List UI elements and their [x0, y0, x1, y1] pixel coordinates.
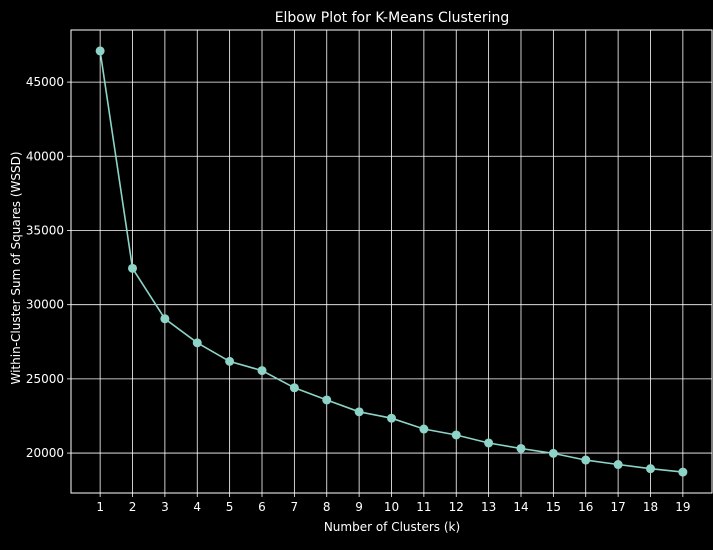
data-point: [645, 464, 655, 474]
data-point: [289, 383, 299, 393]
data-point: [387, 413, 396, 423]
data-point: [581, 455, 591, 465]
x-tick-label: 5: [226, 500, 234, 514]
x-tick-label: 8: [323, 500, 331, 514]
data-point: [257, 366, 267, 376]
data-point: [678, 467, 688, 477]
data-point: [160, 314, 170, 324]
y-tick-label: 25000: [26, 372, 64, 386]
ticks-layer: 1 2 3 4 5 6 7 8 9 10 11 12 13 14 15 16 17 18 1920000250003…: [26, 75, 691, 514]
x-tick-label: 7: [291, 500, 299, 514]
x-tick-label: 12: [449, 500, 464, 514]
data-point: [548, 448, 558, 458]
data-point: [516, 443, 526, 453]
data-point: [95, 46, 105, 56]
y-tick-label: 40000: [26, 149, 64, 163]
x-tick-label: 18: [643, 500, 658, 514]
x-tick-label: 17: [610, 500, 625, 514]
data-point: [419, 424, 429, 434]
series-layer: [95, 46, 688, 477]
x-tick-label: 10: [384, 500, 399, 514]
data-point: [354, 407, 364, 417]
y-tick-label: 30000: [26, 298, 64, 312]
data-point: [225, 356, 235, 366]
x-tick-label: 16: [578, 500, 593, 514]
data-point: [128, 263, 138, 273]
data-point: [613, 460, 623, 470]
x-tick-label: 14: [513, 500, 528, 514]
y-tick-label: 20000: [26, 446, 64, 460]
data-point: [484, 438, 494, 448]
data-point: [192, 338, 202, 348]
x-tick-label: 11: [416, 500, 431, 514]
data-point: [451, 430, 461, 440]
x-tick-label: 4: [193, 500, 201, 514]
x-tick-label: 19: [675, 500, 690, 514]
chart-title: Elbow Plot for K-Means Clustering: [275, 10, 510, 26]
x-tick-label: 3: [161, 500, 169, 514]
x-tick-label: 2: [129, 500, 137, 514]
grid-layer: [71, 30, 712, 493]
y-tick-label: 35000: [26, 223, 64, 237]
x-axis-label: Number of Clusters (k): [324, 520, 460, 534]
x-tick-label: 15: [546, 500, 561, 514]
data-point: [322, 395, 332, 405]
x-tick-label: 9: [355, 500, 363, 514]
y-tick-label: 45000: [26, 75, 64, 89]
x-tick-label: 6: [258, 500, 266, 514]
y-axis-label: Within-Cluster Sum of Squares (WSSD): [9, 151, 23, 384]
x-tick-label: 13: [481, 500, 496, 514]
x-tick-label: 1: [96, 500, 104, 514]
